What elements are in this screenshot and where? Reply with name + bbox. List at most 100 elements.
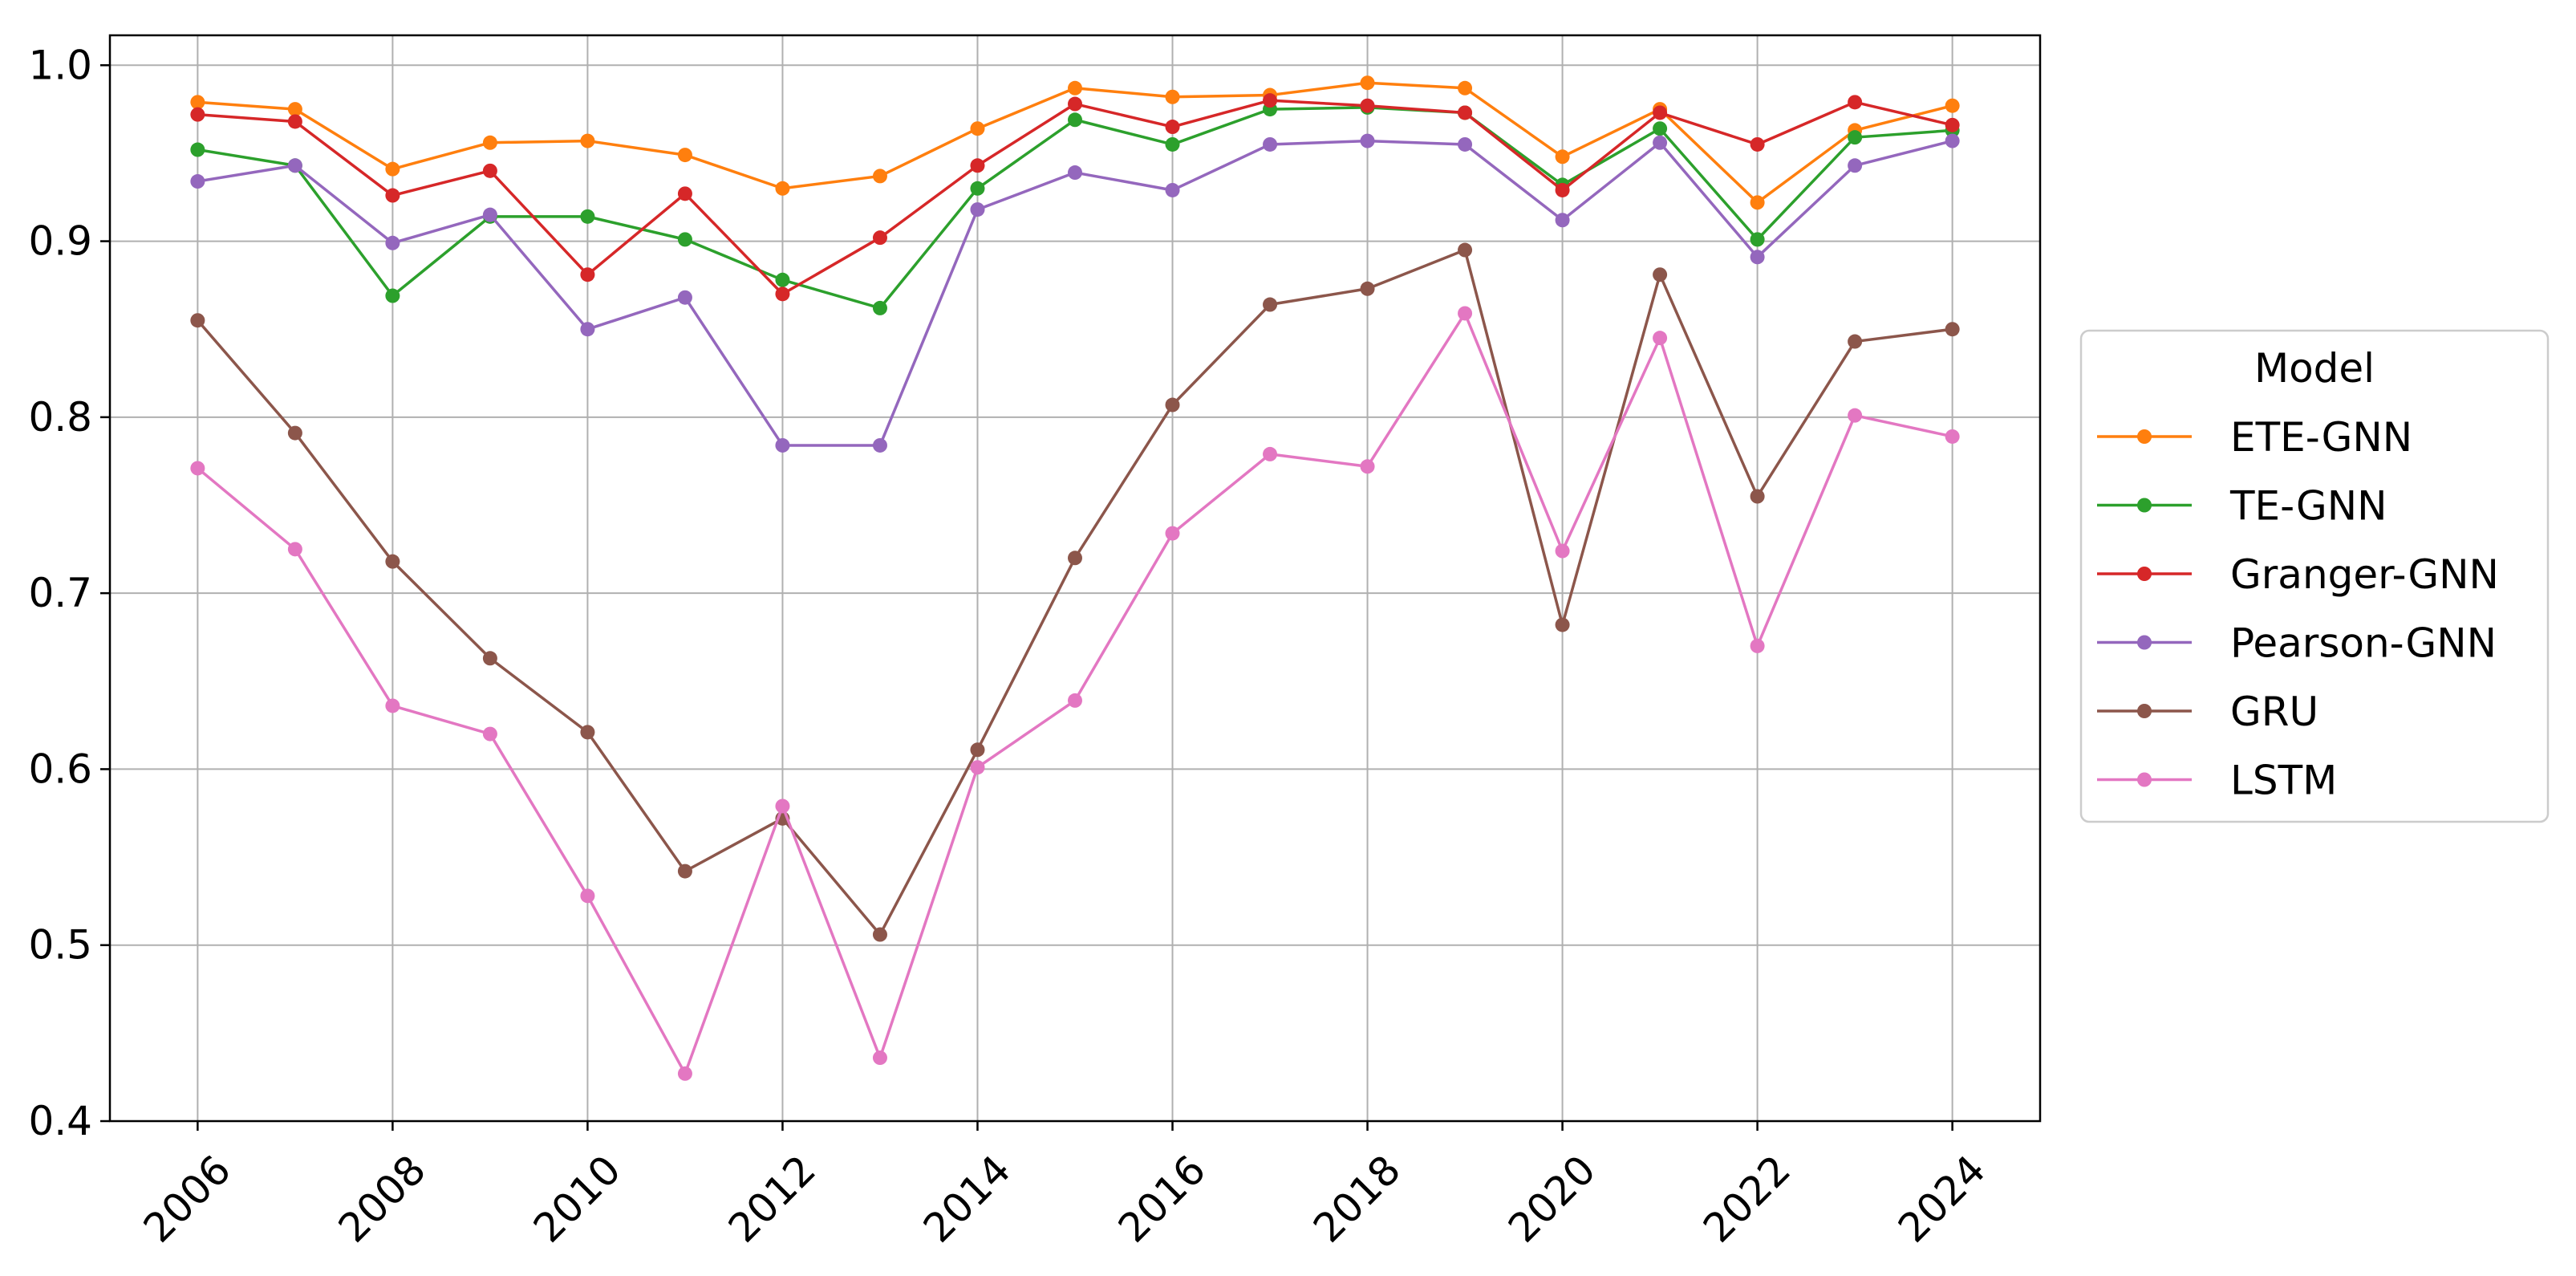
series-gru xyxy=(190,242,1960,942)
data-point xyxy=(1750,232,1765,247)
data-point xyxy=(1945,98,1960,113)
legend-box xyxy=(2079,329,2550,823)
legend-item: Pearson-GNN xyxy=(2097,620,2497,667)
data-point xyxy=(385,288,400,303)
data-point xyxy=(872,169,887,184)
data-point xyxy=(677,290,692,305)
data-point xyxy=(190,174,205,189)
data-point xyxy=(1068,693,1082,708)
data-point xyxy=(872,300,887,315)
data-point xyxy=(580,725,595,740)
data-point xyxy=(287,542,302,557)
legend-swatch-marker xyxy=(2137,567,2152,581)
y-tick-label: 0.5 xyxy=(28,922,92,969)
data-point xyxy=(1458,136,1473,152)
legend-label: Granger-GNN xyxy=(2230,551,2499,598)
legend-swatch-marker xyxy=(2137,635,2152,650)
legend-label: Pearson-GNN xyxy=(2230,620,2497,667)
legend-swatch-marker xyxy=(2137,498,2152,513)
data-point xyxy=(872,230,887,246)
y-tick-label: 0.9 xyxy=(28,218,92,265)
legend-item: LSTM xyxy=(2097,758,2337,804)
data-point xyxy=(287,158,302,173)
data-point xyxy=(1263,93,1278,108)
series-granger-gnn xyxy=(190,93,1960,302)
data-point xyxy=(190,142,205,157)
data-point xyxy=(872,1050,887,1066)
data-point xyxy=(1653,331,1668,346)
legend-items: ETE-GNN TE-GNN Granger-GNN Pearson-GNN GRU LS… xyxy=(2097,414,2499,804)
data-point xyxy=(1068,80,1082,95)
data-point xyxy=(1263,446,1278,461)
data-point xyxy=(1653,121,1668,136)
data-point xyxy=(1458,80,1473,95)
data-point xyxy=(1945,133,1960,148)
data-point xyxy=(1750,489,1765,504)
data-point xyxy=(287,425,302,441)
data-point xyxy=(190,107,205,122)
data-point xyxy=(1165,397,1180,412)
data-point xyxy=(1360,75,1375,91)
data-point xyxy=(775,799,790,814)
data-point xyxy=(1750,250,1765,265)
data-point xyxy=(1263,297,1278,312)
legend-item: ETE-GNN xyxy=(2097,414,2412,461)
data-point xyxy=(287,114,302,129)
legend: Model ETE-GNN TE-GNN Granger-GNN Pearson-GN… xyxy=(2079,329,2550,823)
y-tick-label: 0.6 xyxy=(28,746,92,792)
data-point xyxy=(1555,543,1570,559)
data-point xyxy=(1848,334,1863,349)
legend-item: GRU xyxy=(2097,689,2318,735)
data-point xyxy=(1165,120,1180,135)
data-point xyxy=(385,235,400,250)
data-point xyxy=(580,888,595,904)
data-point xyxy=(970,158,985,173)
data-point xyxy=(1458,242,1473,258)
grid-lines xyxy=(110,35,2040,1122)
legend-label: GRU xyxy=(2230,689,2318,735)
data-point xyxy=(190,461,205,476)
data-point xyxy=(190,313,205,328)
data-point xyxy=(1750,638,1765,653)
data-point xyxy=(970,760,985,775)
data-point xyxy=(287,102,302,117)
legend-item: Granger-GNN xyxy=(2097,551,2499,598)
legend-swatch-marker xyxy=(2137,772,2152,787)
legend-item: TE-GNN xyxy=(2097,483,2387,530)
data-point xyxy=(482,207,497,222)
data-point xyxy=(1848,130,1863,145)
data-point xyxy=(1653,135,1668,150)
legend-swatch-marker xyxy=(2137,704,2152,718)
data-point xyxy=(1848,95,1863,110)
data-point xyxy=(1360,133,1375,148)
data-point xyxy=(1555,617,1570,632)
data-point xyxy=(677,232,692,247)
data-point xyxy=(482,163,497,178)
data-point xyxy=(580,267,595,282)
data-point xyxy=(482,135,497,150)
data-point xyxy=(677,148,692,163)
data-point xyxy=(1653,267,1668,282)
data-point xyxy=(1945,117,1960,132)
y-tick-label: 0.4 xyxy=(28,1098,92,1144)
data-point xyxy=(1555,213,1570,228)
data-point xyxy=(970,742,985,758)
data-point xyxy=(1653,105,1668,120)
series-lstm xyxy=(190,306,1960,1081)
data-point xyxy=(1068,112,1082,128)
y-tick-label: 0.8 xyxy=(28,394,92,441)
series-pearson-gnn xyxy=(190,133,1960,453)
data-point xyxy=(482,726,497,742)
data-point xyxy=(1360,98,1375,113)
legend-swatch-marker xyxy=(2137,429,2152,444)
data-point xyxy=(385,698,400,713)
data-point xyxy=(1165,136,1180,152)
legend-title: Model xyxy=(2254,345,2375,392)
data-point xyxy=(872,437,887,453)
data-point xyxy=(775,272,790,287)
data-point xyxy=(1263,136,1278,152)
data-point xyxy=(1848,158,1863,173)
data-point xyxy=(775,181,790,196)
series-lines xyxy=(190,75,1960,1081)
